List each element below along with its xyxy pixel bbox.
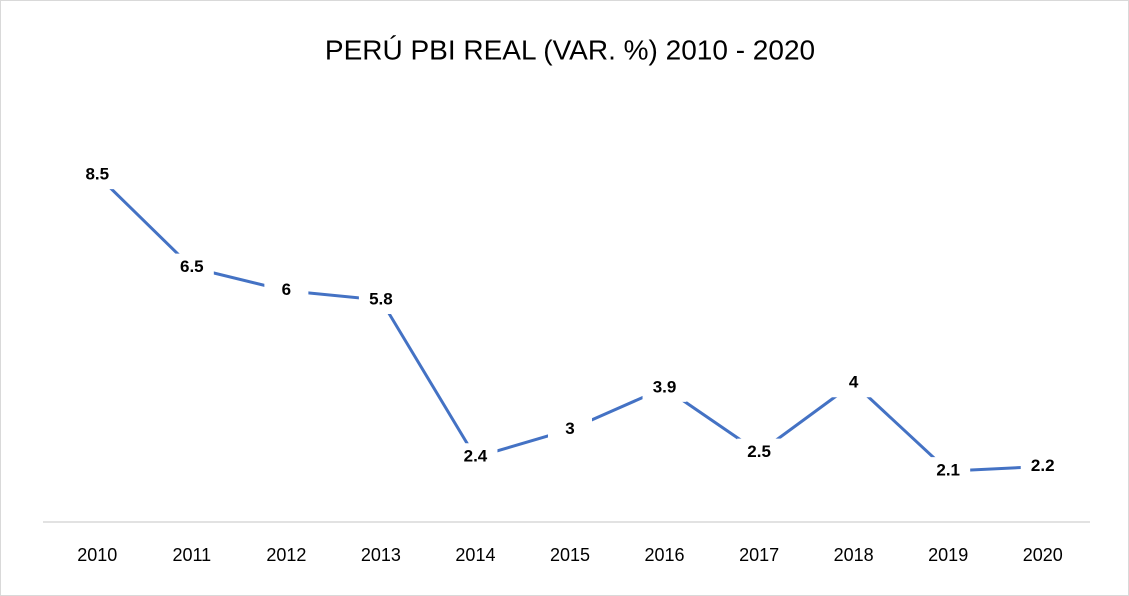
data-label: 2.1 bbox=[936, 461, 960, 480]
data-label: 2.2 bbox=[1031, 456, 1055, 475]
chart-title: PERÚ PBI REAL (VAR. %) 2010 - 2020 bbox=[325, 34, 815, 65]
x-tick-label: 2013 bbox=[361, 545, 401, 565]
data-label-bg bbox=[737, 438, 782, 467]
x-tick-label: 2011 bbox=[172, 545, 211, 565]
data-label-bg bbox=[75, 161, 120, 190]
data-label: 2.4 bbox=[464, 447, 488, 466]
x-tick-label: 2020 bbox=[1023, 545, 1063, 565]
x-tick-label: 2014 bbox=[455, 545, 495, 565]
data-label-bg bbox=[358, 286, 403, 314]
x-tick-label: 2019 bbox=[928, 545, 968, 565]
data-label-bg bbox=[548, 415, 592, 444]
data-label-bg bbox=[831, 369, 876, 398]
data-label: 2.5 bbox=[747, 442, 771, 461]
data-label-bg bbox=[264, 276, 309, 305]
x-tick-label: 2010 bbox=[77, 545, 117, 565]
x-tick-label: 2017 bbox=[739, 545, 779, 565]
data-label-bg bbox=[642, 373, 687, 402]
x-tick-label: 2012 bbox=[266, 545, 306, 565]
data-label: 8.5 bbox=[85, 165, 109, 184]
data-label: 4 bbox=[849, 373, 859, 392]
x-tick-label: 2018 bbox=[834, 545, 874, 565]
data-label-bg bbox=[1020, 452, 1065, 481]
x-tick-label: 2015 bbox=[550, 545, 590, 565]
x-tick-label: 2016 bbox=[645, 545, 685, 565]
data-label: 3.9 bbox=[653, 377, 677, 396]
data-label: 6 bbox=[282, 280, 291, 299]
data-label-bg bbox=[169, 253, 214, 282]
data-label-bg bbox=[926, 457, 971, 486]
data-label: 6.5 bbox=[180, 257, 204, 276]
data-label: 5.8 bbox=[369, 289, 393, 308]
data-label: 3 bbox=[565, 419, 574, 438]
data-label-bg bbox=[453, 443, 498, 472]
